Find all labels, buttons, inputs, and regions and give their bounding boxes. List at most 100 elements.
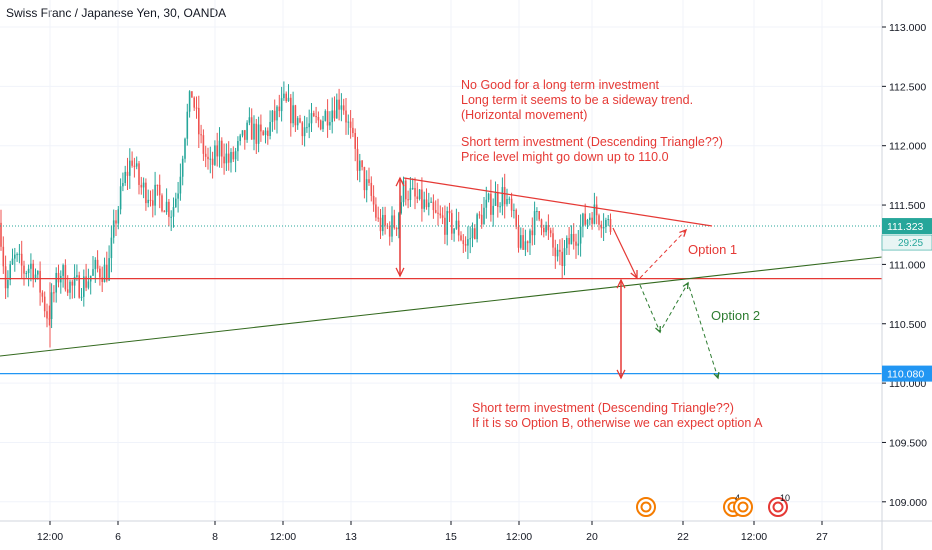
candle-body xyxy=(554,247,557,257)
candle-body xyxy=(437,212,439,214)
economic-event-icon-inner[interactable] xyxy=(737,501,749,513)
annotation-top-line-6: Price level might go down up to 110.0 xyxy=(461,150,669,164)
candle-body xyxy=(400,202,402,214)
candle-body xyxy=(23,265,25,274)
candle-body xyxy=(142,182,145,188)
candle-body xyxy=(43,296,46,312)
candle-body xyxy=(460,235,462,241)
candle-body xyxy=(66,289,69,293)
candle-body xyxy=(41,292,44,297)
time-tick-label: 12:00 xyxy=(741,531,767,543)
candle-body xyxy=(510,198,513,211)
candle-body xyxy=(543,227,545,233)
candle-body xyxy=(64,265,67,290)
candle-body xyxy=(338,99,340,110)
candle-body xyxy=(0,222,2,247)
candle-body xyxy=(62,265,64,276)
candle-body xyxy=(331,110,333,123)
candle-body xyxy=(122,183,124,187)
economic-event-icon-inner[interactable] xyxy=(772,501,784,513)
time-axis[interactable]: 12:00 6 8 12:00 13 15 12:00 20 22 12:00 27 xyxy=(0,520,932,543)
candle-body xyxy=(333,110,336,119)
candle-body xyxy=(175,198,177,208)
candle-body xyxy=(110,237,113,259)
candle-body xyxy=(315,116,317,118)
breakdown-arrow xyxy=(612,227,638,279)
candle-body xyxy=(492,205,494,215)
candle-body xyxy=(446,211,448,235)
candle-body xyxy=(18,253,21,255)
countdown-label-bg xyxy=(881,234,932,251)
time-tick-label: 20 xyxy=(586,531,598,543)
candle-body xyxy=(4,266,7,289)
economic-event-icon-inner[interactable] xyxy=(640,501,652,513)
candle-body xyxy=(499,206,501,208)
economic-event-count: 10 xyxy=(780,493,790,503)
target-price-label-bg xyxy=(882,365,932,382)
candle-body xyxy=(501,187,504,207)
candle-body xyxy=(225,153,228,164)
candle-body xyxy=(280,98,283,112)
candle-body xyxy=(402,180,405,203)
current-price-label-bg xyxy=(882,218,932,235)
price-axis[interactable]: 113.000 112.500 112.000 111.500 111.000 110.5… xyxy=(881,0,932,550)
candle-body xyxy=(283,93,285,99)
candle-body xyxy=(490,193,492,215)
candle-body xyxy=(529,230,531,244)
candle-body xyxy=(563,248,566,266)
candle-body xyxy=(301,122,304,137)
candle-body xyxy=(591,217,593,224)
candle-body xyxy=(267,130,269,136)
candle-body xyxy=(324,111,327,121)
candle-body xyxy=(572,233,575,242)
candle-body xyxy=(428,202,430,208)
candle-body xyxy=(575,241,577,246)
candle-body xyxy=(96,259,99,269)
candle-body xyxy=(253,123,255,140)
candle-body xyxy=(418,189,421,199)
price-tick-label: 109.000 xyxy=(889,497,927,509)
candle-body xyxy=(455,220,458,229)
candle-body xyxy=(600,224,603,229)
candle-body xyxy=(20,253,23,266)
candle-body xyxy=(359,160,361,171)
candle-body xyxy=(556,249,559,257)
candle-body xyxy=(69,281,71,293)
economic-event-icon[interactable] xyxy=(636,497,656,517)
candle-body xyxy=(204,153,207,157)
candle-body xyxy=(292,105,294,124)
candle-body xyxy=(430,201,432,203)
candle-body xyxy=(439,213,442,216)
candle-body xyxy=(552,233,554,248)
candle-body xyxy=(451,213,453,234)
candle-body xyxy=(80,296,83,298)
candle-body xyxy=(285,93,287,102)
candle-body xyxy=(414,187,416,197)
candle-body xyxy=(586,219,589,225)
candle-body xyxy=(391,215,393,237)
candle-body xyxy=(53,292,55,294)
candle-body xyxy=(593,204,596,224)
candle-body xyxy=(547,225,550,231)
candle-body xyxy=(198,107,200,135)
event-markers[interactable]: 4 10 xyxy=(636,493,790,517)
candle-body xyxy=(32,263,34,280)
candle-body xyxy=(515,209,517,227)
economic-event-icon[interactable] xyxy=(768,497,788,517)
candle-body xyxy=(605,220,607,228)
candle-body xyxy=(559,249,561,252)
candle-body xyxy=(170,216,172,218)
candle-body xyxy=(607,219,609,221)
option2-head-1 xyxy=(655,325,661,334)
candle-body xyxy=(545,225,547,233)
candle-body xyxy=(352,127,354,134)
candle-body xyxy=(83,276,85,297)
candle-body xyxy=(103,264,106,283)
candle-body xyxy=(329,122,331,126)
candle-body xyxy=(471,228,474,239)
candle-body xyxy=(133,165,136,167)
candle-body xyxy=(531,230,534,236)
candle-body xyxy=(317,116,320,121)
economic-event-icon[interactable] xyxy=(733,497,753,517)
